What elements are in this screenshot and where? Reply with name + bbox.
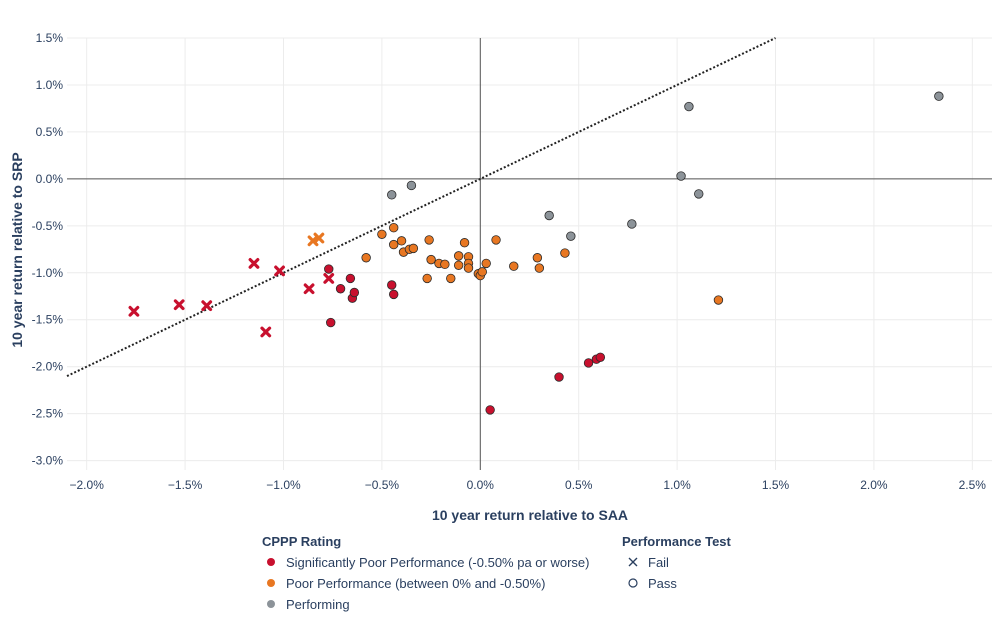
grid-lines (67, 37, 992, 470)
legend-marker-poor (267, 579, 275, 587)
legend-marker-fail (628, 557, 638, 567)
data-point-performing-pass (684, 101, 694, 112)
data-point-significantly-poor-performance-0-50-pa-or-worse-pass (335, 284, 346, 294)
y-tick-label: -1.5% (32, 313, 64, 327)
y-tick-label: -2.5% (32, 407, 64, 421)
legend-title-test: Performance Test (622, 534, 732, 549)
legend: CPPP Rating Significantly Poor Performan… (262, 534, 732, 612)
data-point-poor-performance-between-0-and-0-50-pass (446, 273, 456, 284)
data-point-performing-pass (387, 190, 397, 200)
x-axis-ticks: −2.0% −1.5% −1.0% −0.5% 0.0% 0.5% 1.0% 1.5% 2.0%… (70, 478, 987, 492)
data-point-significantly-poor-performance-0-50-pa-or-worse-pass (387, 280, 397, 290)
x-tick-label: 0.5% (565, 478, 593, 492)
y-tick-label: 0.5% (36, 125, 64, 139)
data-point-significantly-poor-performance-0-50-pa-or-worse-pass (485, 405, 495, 415)
data-point-performing-pass (934, 91, 944, 101)
data-point-performing-pass (566, 231, 576, 241)
data-point-poor-performance-between-0-and-0-50-fail (307, 235, 319, 247)
legend-label-fail: Fail (648, 555, 669, 570)
y-tick-label: 0.0% (36, 172, 64, 186)
legend-marker-performing (267, 600, 275, 608)
data-point-significantly-poor-performance-0-50-pa-or-worse-fail (201, 300, 213, 312)
data-point-significantly-poor-performance-0-50-pa-or-worse-pass (345, 273, 356, 284)
x-tick-label: 2.5% (959, 478, 987, 492)
data-point-poor-performance-between-0-and-0-50-pass (440, 259, 450, 270)
data-point-poor-performance-between-0-and-0-50-pass (408, 243, 419, 254)
legend-marker-significantly-poor (267, 558, 275, 566)
data-point-significantly-poor-performance-0-50-pa-or-worse-fail (248, 257, 260, 269)
data-point-significantly-poor-performance-0-50-pa-or-worse-pass (595, 352, 606, 363)
data-point-poor-performance-between-0-and-0-50-pass (426, 254, 436, 265)
data-point-poor-performance-between-0-and-0-50-pass (361, 253, 371, 263)
x-tick-label: 0.0% (467, 478, 495, 492)
data-point-significantly-poor-performance-0-50-pa-or-worse-pass (554, 372, 564, 382)
data-point-poor-performance-between-0-and-0-50-pass (389, 239, 399, 250)
data-point-performing-pass (676, 171, 686, 181)
data-point-poor-performance-between-0-and-0-50-pass (491, 235, 501, 245)
legend-label-poor: Poor Performance (between 0% and -0.50%) (286, 576, 545, 591)
data-points (128, 91, 944, 415)
data-point-poor-performance-between-0-and-0-50-pass (463, 263, 474, 273)
data-point-poor-performance-between-0-and-0-50-pass (481, 258, 491, 269)
data-point-performing-pass (627, 219, 637, 229)
data-point-poor-performance-between-0-and-0-50-pass (422, 273, 432, 284)
data-point-poor-performance-between-0-and-0-50-pass (477, 267, 487, 277)
y-axis-ticks: 1.5% 1.0% 0.5% 0.0% -0.5% -1.0% -1.5% -2.0% -2.5… (32, 31, 64, 468)
data-point-poor-performance-between-0-and-0-50-pass (459, 238, 470, 248)
data-point-significantly-poor-performance-0-50-pa-or-worse-pass (349, 287, 360, 298)
data-point-poor-performance-between-0-and-0-50-pass (424, 235, 434, 245)
data-point-poor-performance-between-0-and-0-50-pass (396, 236, 407, 246)
data-point-poor-performance-between-0-and-0-50-pass (389, 223, 399, 233)
x-tick-label: −1.0% (266, 478, 301, 492)
data-point-performing-pass (544, 210, 554, 221)
y-axis-title: 10 year return relative to SRP (9, 152, 25, 347)
data-point-poor-performance-between-0-and-0-50-fail (313, 232, 325, 244)
data-point-poor-performance-between-0-and-0-50-pass (509, 261, 519, 271)
x-tick-label: −2.0% (70, 478, 105, 492)
x-tick-label: −1.5% (168, 478, 203, 492)
zero-lines (67, 38, 992, 470)
legend-label-significantly-poor: Significantly Poor Performance (-0.50% p… (286, 555, 589, 570)
y-tick-label: -1.0% (32, 266, 64, 280)
reference-diagonal-line (66, 37, 776, 377)
data-point-performing-pass (406, 180, 417, 191)
data-point-poor-performance-between-0-and-0-50-pass (713, 295, 724, 305)
data-point-performing-pass (694, 189, 704, 199)
y-tick-label: 1.5% (36, 31, 64, 45)
data-point-poor-performance-between-0-and-0-50-pass (532, 253, 543, 263)
data-point-significantly-poor-performance-0-50-pa-or-worse-fail (173, 299, 185, 311)
legend-marker-pass (628, 578, 638, 588)
data-point-significantly-poor-performance-0-50-pa-or-worse-pass (324, 264, 334, 274)
y-tick-label: -2.0% (32, 360, 64, 374)
data-point-significantly-poor-performance-0-50-pa-or-worse-pass (326, 317, 336, 328)
data-point-significantly-poor-performance-0-50-pa-or-worse-pass (583, 358, 594, 368)
data-point-poor-performance-between-0-and-0-50-pass (453, 260, 464, 270)
x-axis-title: 10 year return relative to SAA (432, 507, 628, 523)
y-tick-label: -3.0% (32, 454, 64, 468)
data-point-poor-performance-between-0-and-0-50-pass (453, 251, 464, 261)
data-point-significantly-poor-performance-0-50-pa-or-worse-pass (389, 289, 399, 300)
x-tick-label: 1.0% (663, 478, 691, 492)
legend-label-performing: Performing (286, 597, 350, 612)
reference-line (66, 37, 776, 377)
data-point-significantly-poor-performance-0-50-pa-or-worse-fail (128, 305, 140, 317)
y-tick-label: -0.5% (32, 219, 64, 233)
x-tick-label: −0.5% (365, 478, 400, 492)
legend-title-rating: CPPP Rating (262, 534, 341, 549)
data-point-poor-performance-between-0-and-0-50-pass (534, 263, 545, 273)
x-tick-label: 2.0% (860, 478, 888, 492)
data-point-significantly-poor-performance-0-50-pa-or-worse-fail (274, 265, 285, 277)
data-point-significantly-poor-performance-0-50-pa-or-worse-fail (260, 326, 272, 338)
data-point-poor-performance-between-0-and-0-50-pass (560, 248, 570, 258)
y-tick-label: 1.0% (36, 78, 64, 92)
x-tick-label: 1.5% (762, 478, 790, 492)
data-point-poor-performance-between-0-and-0-50-pass (377, 229, 387, 239)
data-point-significantly-poor-performance-0-50-pa-or-worse-fail (323, 273, 335, 284)
data-point-significantly-poor-performance-0-50-pa-or-worse-fail (303, 283, 315, 295)
legend-label-pass: Pass (648, 576, 677, 591)
